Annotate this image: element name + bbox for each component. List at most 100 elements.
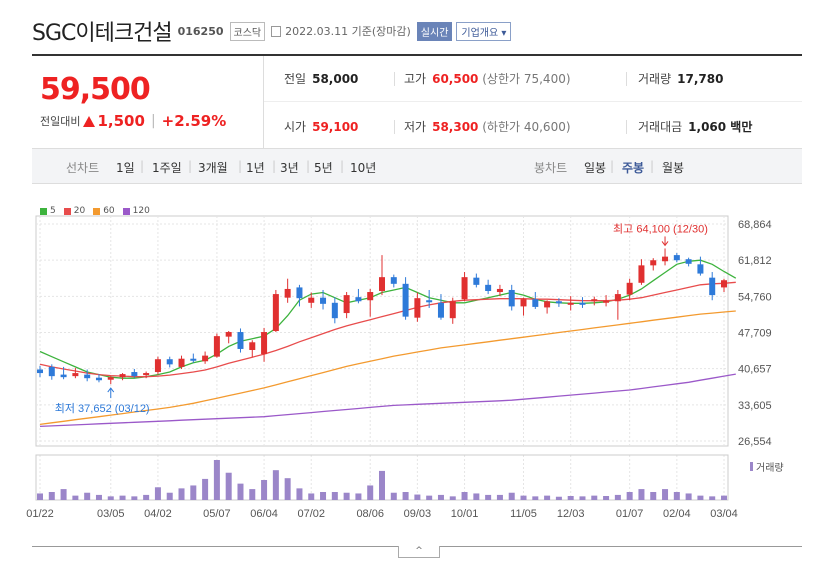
company-overview-button[interactable]: 기업개요 ▾ [456, 21, 512, 41]
candle-body [225, 332, 232, 337]
volume-bar [60, 489, 67, 500]
price-stats: 전일 58,000 고가 60,500 (상한가 75,400) 거래량 17,780… [264, 56, 802, 148]
volume-bar [603, 496, 610, 500]
tab-1d[interactable]: 1일 [116, 161, 135, 175]
prev-close: 전일 58,000 [284, 70, 358, 87]
candle-body [520, 299, 527, 307]
candle-body [166, 359, 173, 365]
tab-monthly[interactable]: 월봉 [662, 161, 685, 175]
tab-3m[interactable]: 3개월 [198, 161, 228, 175]
volume-bar [638, 489, 645, 500]
tab-5y[interactable]: 5년 [314, 161, 333, 175]
candle-body [650, 260, 657, 266]
volume-bar [119, 495, 126, 500]
candle-body [213, 336, 220, 357]
volume-bar [37, 493, 43, 500]
candle-body [461, 277, 468, 300]
volume-bar [567, 496, 574, 500]
candle-body [697, 264, 704, 274]
volume-bar [261, 480, 268, 500]
tab-separator: | [188, 159, 193, 173]
volume-bar [225, 472, 232, 500]
x-tick-label: 10/01 [451, 508, 479, 520]
change-label: 전일대비 [40, 115, 81, 128]
chart-period-tabs: 선차트 1일 | 1주일 | 3개월 | 1년 | 3년 | 5년 | 10년 … [32, 148, 802, 184]
tab-3y[interactable]: 3년 [280, 161, 299, 175]
tab-daily[interactable]: 일봉 [584, 161, 607, 175]
y-tick-label: 40,657 [738, 364, 772, 376]
document-icon [271, 25, 282, 37]
line-chart-label: 선차트 [66, 161, 100, 175]
candle-body [249, 342, 256, 350]
tab-1w[interactable]: 1주일 [152, 161, 182, 175]
candle-body [72, 373, 79, 377]
base-date: 2022.03.11 기준(장마감) [271, 23, 411, 39]
volume-bar [343, 492, 350, 500]
divider [32, 54, 802, 56]
tab-separator: | [140, 159, 145, 173]
trade-value-amount: 1,060 백만 [688, 120, 753, 134]
volume-bar [367, 485, 374, 500]
base-date-text: 2022.03.11 기준(장마감) [285, 25, 411, 38]
volume-bar [131, 496, 138, 500]
change-row: 전일대비 1,500 | +2.59% [40, 112, 226, 130]
collapse-button[interactable]: ^ [398, 546, 440, 558]
volume-bar [213, 460, 220, 500]
candle-body [60, 374, 67, 378]
volume-bar [107, 496, 114, 500]
change-separator: | [150, 113, 156, 129]
volume-bar [178, 488, 185, 500]
volume-bar [685, 493, 692, 500]
stock-header: SGC이테크건설 016250 코스닥 2022.03.11 기준(장마감) 실… [32, 14, 512, 48]
stock-name: SGC이테크건설 [32, 21, 173, 46]
candle-body [367, 292, 374, 301]
candle-body [119, 374, 126, 378]
high-label: 고가 [404, 72, 427, 86]
legend-label: 120 [132, 206, 150, 216]
volume-bar [520, 495, 527, 500]
y-tick-label: 54,760 [738, 291, 772, 303]
candle-body [320, 297, 327, 304]
volume-bar [190, 485, 197, 500]
volume-bar [508, 492, 515, 500]
volume-bar [249, 489, 256, 500]
tab-separator: | [306, 159, 311, 173]
company-overview-label: 기업개요 [461, 27, 499, 39]
candle-body [37, 369, 43, 374]
candle-body [532, 299, 539, 307]
x-tick-label: 11/05 [510, 508, 537, 520]
legend-ma20: 20 [63, 206, 85, 216]
chart-frame [35, 215, 729, 447]
x-tick-label: 06/04 [250, 508, 278, 520]
legend-ma120: 120 [122, 206, 150, 216]
legend-swatch [40, 207, 47, 215]
volume-bar [496, 494, 503, 500]
volume: 거래량 17,780 [638, 70, 723, 87]
volume-legend-swatch [750, 462, 753, 471]
y-tick-label: 68,864 [738, 219, 772, 231]
legend-label: 5 [50, 206, 56, 216]
volume-bar [626, 492, 633, 500]
ma-line-60 [39, 310, 736, 426]
candle-body [284, 288, 291, 298]
candle-body [107, 377, 114, 380]
tab-1y[interactable]: 1년 [246, 161, 265, 175]
candle-body [84, 374, 91, 379]
volume-bar [390, 492, 397, 500]
candle-body [202, 355, 209, 362]
candle-body [261, 332, 268, 355]
legend-swatch [93, 207, 101, 215]
realtime-button[interactable]: 실시간 [416, 21, 453, 41]
tab-10y[interactable]: 10년 [350, 161, 377, 175]
low-value: 58,300 [432, 120, 479, 134]
volume-bar [331, 492, 338, 500]
legend-swatch [63, 207, 71, 215]
divider [264, 101, 802, 102]
open-value: 59,100 [312, 120, 359, 134]
low-price: 저가 58,300 (하한가 40,600) [404, 118, 571, 135]
candle-body [614, 294, 621, 302]
volume-bar [72, 495, 79, 500]
upper-limit: (상한가 75,400) [482, 72, 571, 86]
tab-weekly[interactable]: 주봉 [622, 161, 645, 175]
